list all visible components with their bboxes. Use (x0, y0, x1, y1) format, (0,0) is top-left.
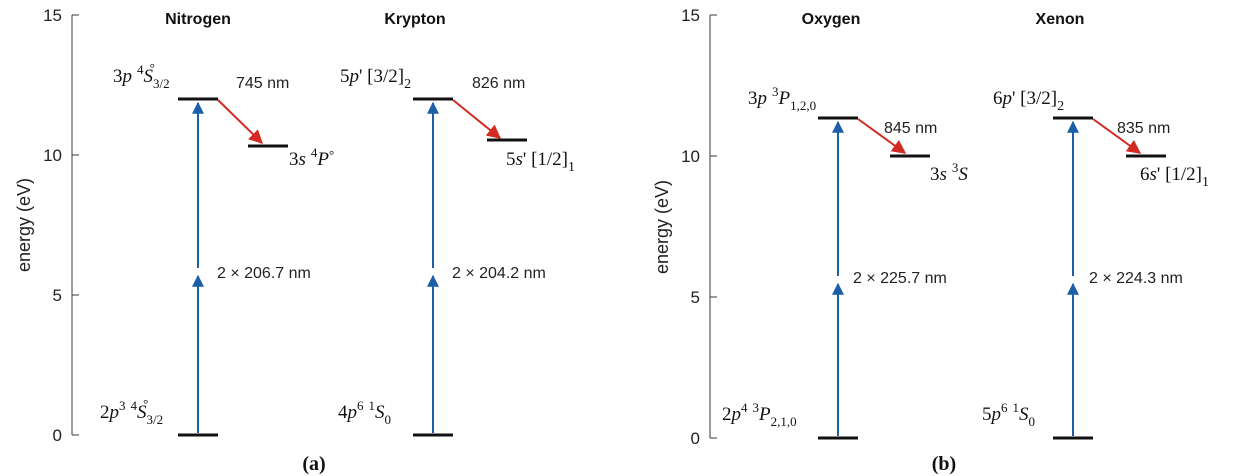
element-title-nitrogen: Nitrogen (165, 11, 231, 28)
fluorescence-arrow-krypton (452, 99, 502, 139)
y-tick-label-a-10: 10 (43, 146, 62, 165)
fluorescence-arrow-nitrogen (217, 99, 264, 144)
y-axis-label-b: energy (eV) (652, 180, 672, 274)
state-krypton-ground: 4p6 1S0 (338, 398, 391, 427)
state-oxygen-upper: 3p 3P1,2,0 (748, 84, 816, 113)
two-photon-label-nitrogen: 2 × 206.7 nm (217, 265, 311, 282)
fluorescence-label-krypton: 826 nm (472, 75, 525, 92)
state-xenon-final: 6s' [1/2]1 (1140, 164, 1209, 190)
fluorescence-label-xenon: 835 nm (1117, 120, 1170, 137)
y-tick-label-a-15: 15 (43, 6, 62, 25)
two-photon-label-oxygen: 2 × 225.7 nm (853, 270, 947, 287)
state-nitrogen-ground: 2p3 4S3/2° (100, 396, 163, 427)
element-title-krypton: Krypton (384, 11, 445, 28)
state-krypton-upper: 5p' [3/2]2 (340, 66, 411, 92)
state-nitrogen-final: 3s 4P° (289, 145, 334, 170)
panel-label-b: (b) (932, 453, 956, 475)
fluorescence-label-nitrogen: 745 nm (236, 75, 289, 92)
two-photon-label-krypton: 2 × 204.2 nm (452, 265, 546, 282)
element-title-xenon: Xenon (1036, 11, 1085, 28)
y-tick-label-b-0: 0 (691, 429, 700, 448)
state-xenon-ground: 5p6 1S0 (982, 400, 1035, 429)
fluorescence-label-oxygen: 845 nm (884, 120, 937, 137)
state-xenon-upper: 6p' [3/2]2 (993, 88, 1064, 114)
state-oxygen-final: 3s 3S (930, 160, 968, 185)
y-tick-label-b-15: 15 (681, 6, 700, 25)
panel-label-a: (a) (302, 453, 325, 475)
panel-b: 0 5 10 15 energy (eV) Oxygen 845 nm 2 × … (652, 6, 1209, 475)
state-nitrogen-upper: 3p 4S3/2° (113, 60, 170, 91)
state-krypton-final: 5s' [1/2]1 (506, 149, 575, 175)
element-title-oxygen: Oxygen (802, 11, 861, 28)
two-photon-label-xenon: 2 × 224.3 nm (1089, 270, 1183, 287)
y-tick-label-a-5: 5 (53, 286, 62, 305)
y-tick-label-a-0: 0 (53, 426, 62, 445)
fluorescence-arrow-oxygen (857, 118, 907, 154)
state-oxygen-ground: 2p4 3P2,1,0 (722, 400, 797, 429)
y-axis-label-a: energy (eV) (14, 178, 34, 272)
fluorescence-arrow-xenon (1092, 118, 1142, 154)
y-tick-label-b-10: 10 (681, 147, 700, 166)
panel-a: 0 5 10 15 energy (eV) Nitrogen 745 nm 2 … (14, 6, 575, 475)
y-tick-label-b-5: 5 (691, 288, 700, 307)
